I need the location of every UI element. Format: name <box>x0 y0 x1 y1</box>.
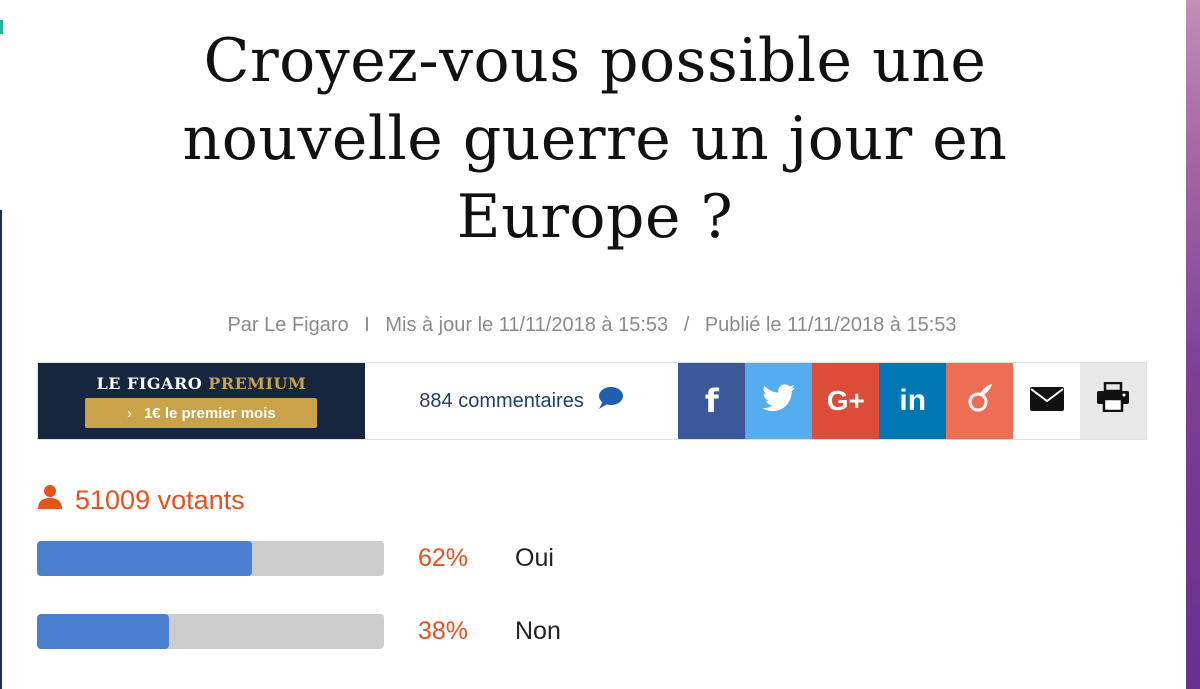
poll-percent-non: 38% <box>418 617 469 645</box>
byline-separator-slash: / <box>683 314 690 336</box>
article-toolbar: LE FIGARO PREMIUM › 1€ le premier mois 8… <box>37 362 1147 440</box>
poll-option-oui: 62% Oui <box>37 538 597 578</box>
share-linkedin-button[interactable]: in <box>879 363 947 439</box>
right-edge-gradient <box>1186 0 1200 689</box>
article-title: Croyez-vous possible une nouvelle guerre… <box>182 26 1008 252</box>
byline-author[interactable]: Le Figaro <box>264 314 349 336</box>
chevron-right-icon: › <box>126 404 132 422</box>
left-edge-accent <box>0 20 3 34</box>
printer-icon <box>1096 381 1130 420</box>
share-viadeo-button[interactable] <box>946 363 1014 439</box>
poll-voters-count: 51009 votants <box>75 485 245 515</box>
person-icon <box>37 484 63 517</box>
share-twitter-button[interactable] <box>745 363 813 439</box>
comments-count: 884 commentaires <box>419 389 584 412</box>
envelope-icon <box>1029 383 1065 420</box>
twitter-bird-icon <box>762 383 796 420</box>
premium-logo-accent: PREMIUM <box>208 374 307 393</box>
poll-label-oui: Oui <box>515 544 554 572</box>
left-edge-border <box>0 210 2 689</box>
figaro-premium-logo: LE FIGARO PREMIUM <box>97 374 307 393</box>
speech-bubble-icon <box>596 386 624 416</box>
share-email-button[interactable] <box>1013 363 1081 439</box>
linkedin-icon: in <box>899 384 927 417</box>
byline-separator: I <box>364 314 370 336</box>
share-facebook-button[interactable]: f <box>678 363 746 439</box>
viadeo-icon <box>966 383 994 420</box>
facebook-icon: f <box>704 382 719 420</box>
byline-published: Publié le 11/11/2018 à 15:53 <box>704 314 957 336</box>
article-byline: Par Le Figaro I Mis à jour le 11/11/2018… <box>0 314 1184 337</box>
poll-bar-track <box>37 541 384 576</box>
poll-percent-oui: 62% <box>418 544 469 572</box>
premium-cta-label: 1€ le premier mois <box>143 404 276 422</box>
poll-bar-fill-non <box>37 614 169 649</box>
poll-option-non: 38% Non <box>37 611 597 651</box>
poll-bar-fill-oui <box>37 541 253 576</box>
byline-updated: Mis à jour le 11/11/2018 à 15:53 <box>385 314 669 336</box>
poll-bar-track <box>37 614 384 649</box>
poll-label-non: Non <box>515 617 561 645</box>
google-plus-icon: G+ <box>826 385 865 416</box>
byline-par: Par <box>227 314 259 336</box>
premium-subscribe-button[interactable]: › 1€ le premier mois <box>85 398 318 428</box>
comments-link[interactable]: 884 commentaires <box>364 363 679 439</box>
premium-banner[interactable]: LE FIGARO PREMIUM › 1€ le premier mois <box>38 363 365 439</box>
share-google-plus-button[interactable]: G+ <box>812 363 880 439</box>
print-button[interactable] <box>1080 363 1146 439</box>
premium-logo-main: LE FIGARO <box>96 374 203 393</box>
poll-voters: 51009 votants <box>37 484 245 517</box>
